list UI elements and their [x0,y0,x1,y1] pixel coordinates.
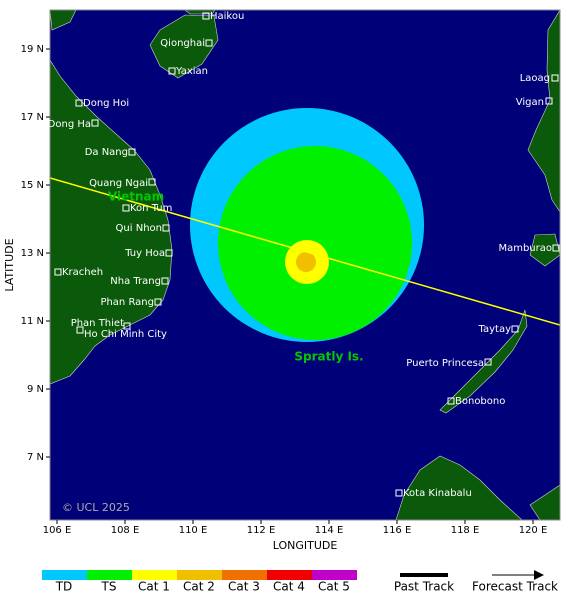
legend-swatch [222,570,267,580]
x-tick-label: 114 E [315,525,344,536]
place-marker [545,97,553,105]
place-marker [75,99,83,107]
place-marker [165,249,173,257]
place-label: Bonobono [455,396,505,407]
forecast-track [50,177,560,326]
cat2-wind-radius [296,252,316,272]
place-marker [162,224,170,232]
legend-swatch [42,570,87,580]
place-label: Puerto Princesa [406,358,484,369]
y-tick-label: 9 N [27,384,44,395]
legend-label: Forecast Track [472,580,558,594]
islands [529,484,560,520]
forecast-arrow [534,570,544,580]
palawan [439,309,528,414]
borneo [395,455,523,520]
place-marker [123,322,131,330]
place-marker [154,298,162,306]
place-label: Dong Ha [48,119,91,130]
hainan [149,14,219,79]
indochina [50,59,173,385]
place-label: Ho Chi Minh City [84,329,167,340]
place-label: Kracheh [62,267,103,278]
place-label: Da Nang [85,147,128,158]
place-label: Dong Hoi [83,98,129,109]
x-tick-label: 118 E [451,525,480,536]
x-tick-label: 108 E [111,525,140,536]
x-tick-label: 106 E [43,525,72,536]
place-marker [168,67,176,75]
place-marker [161,277,169,285]
y-tick-label: 11 N [21,316,44,327]
place-marker [511,325,519,333]
place-label: Mamburao [498,243,552,254]
legend-label: Cat 2 [183,580,215,594]
place-label: Laoag [520,73,550,84]
place-marker [484,358,492,366]
y-tick-label: 19 N [21,44,44,55]
map-frame [49,9,561,521]
place-label: Kon Tum [130,203,172,214]
place-marker [552,244,560,252]
place-label: Qui Nhon [116,223,162,234]
place-label: Qionghai [160,38,205,49]
place-label: Nha Trang [110,276,161,287]
y-tick-label: 17 N [21,112,44,123]
place-marker [205,39,213,47]
legend-swatch [87,570,132,580]
region-label: Vietnam [108,190,164,204]
y-axis-label: LATITUDE [3,238,16,291]
x-axis-label: LONGITUDE [273,539,338,552]
place-marker [395,489,403,497]
copyright: © UCL 2025 [62,501,130,514]
legend-label: Cat 5 [318,580,350,594]
legend-label: Cat 3 [228,580,260,594]
place-marker [91,119,99,127]
place-label: Phan Thiet [71,318,124,329]
place-marker [202,12,210,20]
x-tick-label: 120 E [519,525,548,536]
place-label: Phan Rang [100,297,154,308]
legend-label: Cat 4 [273,580,305,594]
legend-swatch [312,570,357,580]
legend-swatch [267,570,312,580]
x-tick-label: 112 E [247,525,276,536]
legend-label: TD [55,580,73,594]
place-marker [122,204,130,212]
place-marker [148,178,156,186]
place-label: Quang Ngai [89,178,148,189]
place-label: Tuy Hoa [124,248,165,259]
legend-label: TS [101,580,117,594]
legend-swatch [177,570,222,580]
legend-label: Cat 1 [138,580,170,594]
legend-label: Past Track [394,580,454,594]
x-tick-label: 110 E [179,525,208,536]
place-marker [76,326,84,334]
y-tick-label: 15 N [21,180,44,191]
legend-swatch [132,570,177,580]
place-marker [447,397,455,405]
land-layer [50,10,560,520]
luzon [527,10,560,213]
place-label: Vigan [516,97,544,108]
china [50,10,77,31]
place-label: Haikou [210,11,244,22]
place-label: Taytay [478,324,512,335]
y-tick-label: 13 N [21,248,44,259]
place-label: Kota Kinabalu [403,488,472,499]
y-tick-label: 7 N [27,452,44,463]
region-label: Spratly Is. [294,350,363,364]
place-label: Yaxian [175,66,208,77]
place-marker [54,268,62,276]
x-tick-label: 116 E [383,525,412,536]
place-marker [551,74,559,82]
mindoro [529,233,560,267]
place-marker [128,148,136,156]
